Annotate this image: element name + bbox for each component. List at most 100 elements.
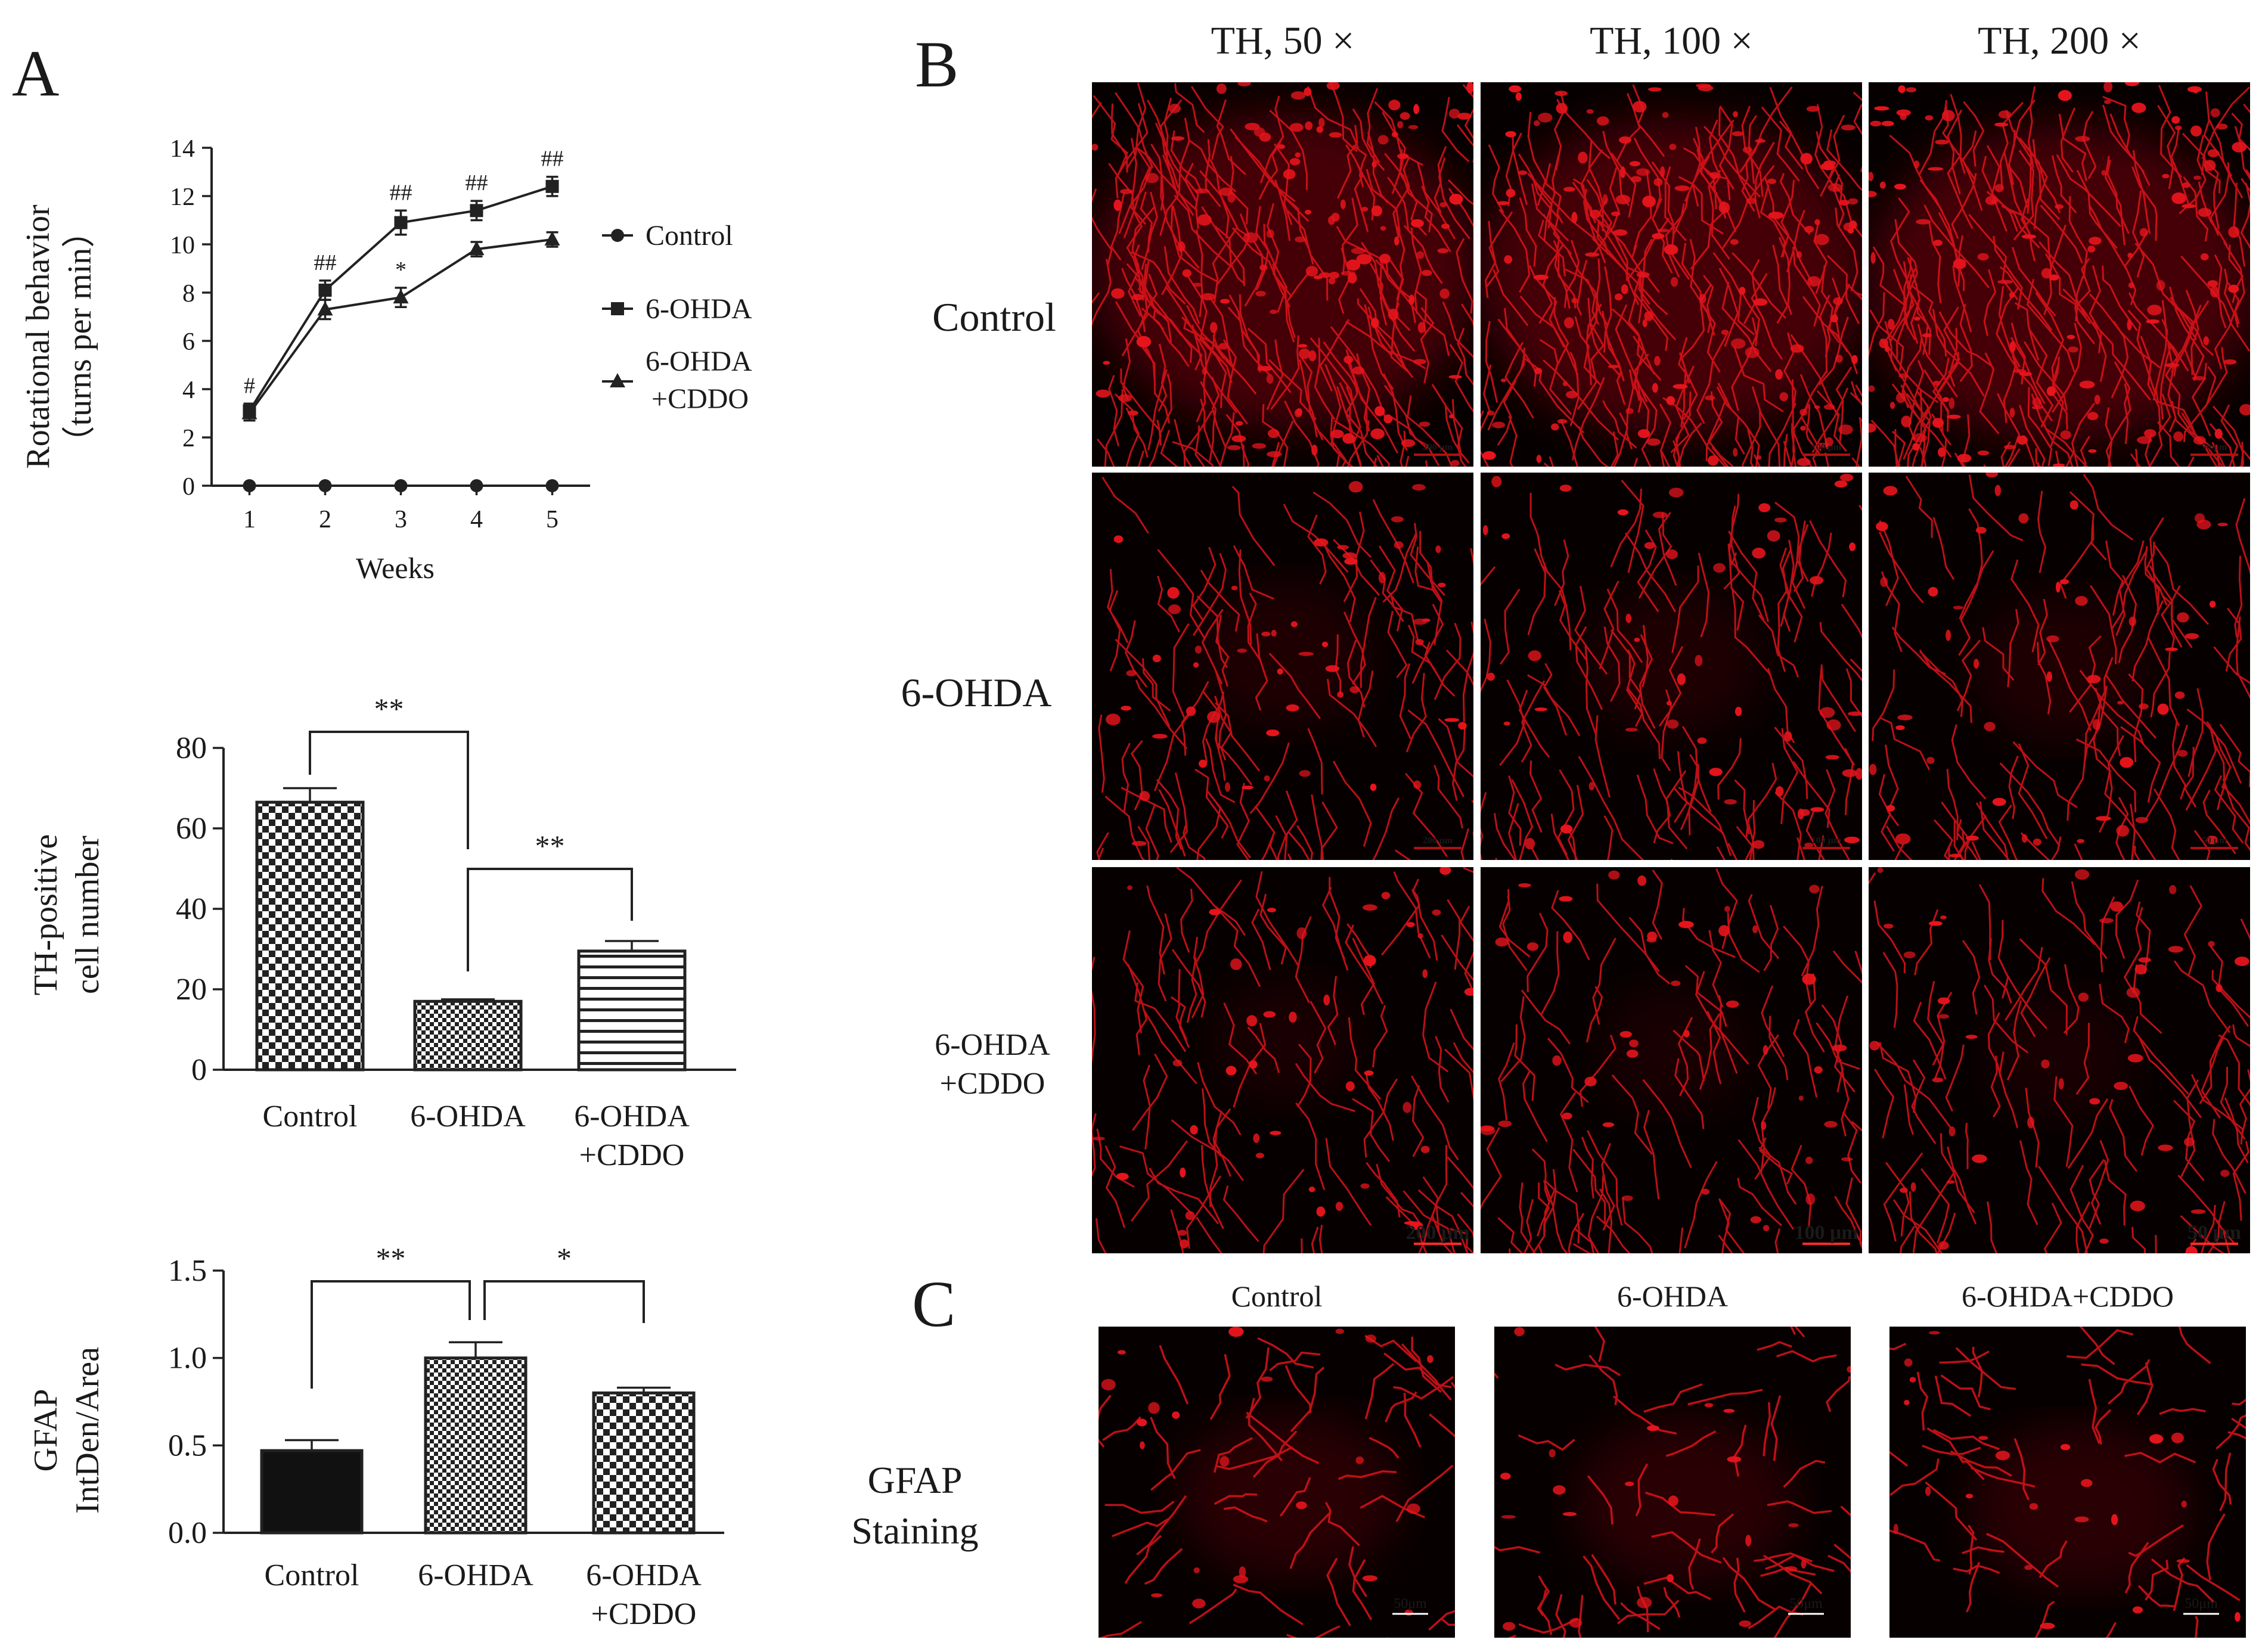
- tile-cell: [1401, 439, 1416, 448]
- tile-fibers: [1092, 867, 1473, 1253]
- tile-cell: [2149, 1434, 2164, 1444]
- tile-cell: [1940, 915, 1947, 920]
- tile-cell: [2066, 334, 2075, 340]
- tile-cell: [1177, 241, 1186, 252]
- tile-cell: [1192, 1598, 1206, 1608]
- line-chart-y-label-1: Rotational behavior: [20, 204, 57, 469]
- tile-cell: [2086, 675, 2101, 684]
- tile-cell: [2058, 90, 2072, 101]
- line-chart-x-label: Weeks: [356, 551, 435, 585]
- tile-cell: [1408, 125, 1419, 129]
- tile-cell: [1449, 194, 1463, 205]
- tile-cell: [1925, 115, 1934, 121]
- tile-cell: [1644, 542, 1655, 549]
- tile-cell: [2126, 987, 2140, 998]
- tile-cell: [1267, 451, 1282, 458]
- tile-cell: [1225, 1066, 1237, 1076]
- tile-cell: [2094, 395, 2100, 405]
- tile-cell: [1457, 113, 1472, 120]
- tile-cell: [1758, 503, 1771, 513]
- tile-cell: [1727, 1456, 1742, 1462]
- tile-cell: [1380, 226, 1386, 231]
- tile-cell: [1932, 1077, 1944, 1083]
- tile-cell: [1305, 121, 1313, 131]
- tile-cell: [1413, 359, 1426, 365]
- tile-cell: [1289, 123, 1304, 132]
- tile-cell: [1197, 214, 1212, 226]
- y-tick-label: 4: [182, 377, 195, 404]
- tile-cell: [1432, 909, 1441, 916]
- tile-cell: [1304, 87, 1312, 97]
- tile-cell: [2087, 412, 2099, 421]
- tile-cell: [1406, 921, 1415, 927]
- tile-cell: [1253, 1133, 1260, 1143]
- data-point: [544, 231, 560, 246]
- scalebar-label: 50 μm: [2202, 836, 2227, 846]
- tile-cell: [1528, 650, 1541, 662]
- tile-cell: [2101, 170, 2106, 176]
- tile-cell: [1602, 1122, 1615, 1128]
- tile-cell: [1745, 1535, 1752, 1547]
- tile-cell: [1975, 527, 1987, 534]
- tile-cell: [1903, 951, 1916, 958]
- tile-cell: [1966, 835, 1979, 841]
- tile-cell: [1231, 435, 1246, 442]
- y-tick-label: 40: [176, 892, 207, 926]
- tile-cell: [2164, 363, 2180, 368]
- tile-cell: [1904, 1358, 1913, 1367]
- tile-cell: [1266, 729, 1280, 737]
- tile-cell: [1413, 104, 1419, 114]
- y-tick-label: 80: [176, 731, 207, 765]
- y-tick-label: 1.5: [168, 1254, 207, 1288]
- tile-cell: [2131, 103, 2146, 113]
- tile-cell: [1491, 421, 1506, 428]
- tile-cell: [1733, 111, 1738, 117]
- tile-cell: [1497, 201, 1510, 206]
- tile-content: [1869, 473, 2250, 860]
- x-category-label: 6-OHDA: [410, 1100, 526, 1134]
- column-header: TH, 200 ×: [1978, 19, 2141, 63]
- tile-cell: [2074, 869, 2090, 880]
- tile-cell: [1656, 228, 1670, 232]
- y-tick-label: 0.5: [168, 1429, 207, 1462]
- tile-cell: [2185, 1246, 2198, 1253]
- tile-cell: [1415, 639, 1424, 645]
- tile-cell: [1730, 338, 1746, 349]
- tile-cell: [1298, 348, 1311, 359]
- legend-marker: [610, 373, 625, 387]
- tile-cell: [1849, 542, 1856, 551]
- tile-cell: [1500, 1473, 1511, 1480]
- tile-cell: [1182, 269, 1191, 278]
- tile-cell: [1806, 105, 1820, 112]
- tile-cell: [2077, 839, 2085, 843]
- tile-cell: [1833, 297, 1843, 305]
- tile-cell: [1696, 83, 1711, 88]
- tile-cell: [1848, 198, 1858, 205]
- tile-cell: [1869, 763, 1877, 775]
- tile-cell: [1935, 139, 1949, 145]
- tile-cell: [2228, 226, 2240, 238]
- tile-content: [1092, 867, 1473, 1253]
- tile-cell: [1827, 183, 1843, 192]
- tile-cell: [2223, 359, 2237, 365]
- x-category-label: 6-OHDA: [418, 1558, 533, 1592]
- tile-cell: [1922, 333, 1932, 338]
- tile-cell: [2132, 1606, 2143, 1614]
- tile-cell: [1506, 188, 1516, 198]
- tile-cell: [1422, 969, 1428, 979]
- tile-cell: [1220, 1456, 1230, 1467]
- tile-cell: [1798, 1095, 1804, 1101]
- tile-cell: [1126, 670, 1137, 676]
- tile-cell: [2208, 940, 2215, 947]
- tile-cell: [1362, 1575, 1378, 1582]
- tile-cell: [1363, 955, 1376, 967]
- tile-cell: [1536, 455, 1542, 463]
- tile-cell: [1742, 147, 1753, 153]
- tile-cell: [1186, 706, 1196, 716]
- data-point: [394, 479, 408, 492]
- tile-cell: [1439, 867, 1451, 875]
- legend-label: 6-OHDA: [646, 346, 752, 377]
- tile-cell: [1427, 1355, 1433, 1363]
- data-point: [393, 289, 409, 304]
- tile-cell: [1810, 576, 1824, 585]
